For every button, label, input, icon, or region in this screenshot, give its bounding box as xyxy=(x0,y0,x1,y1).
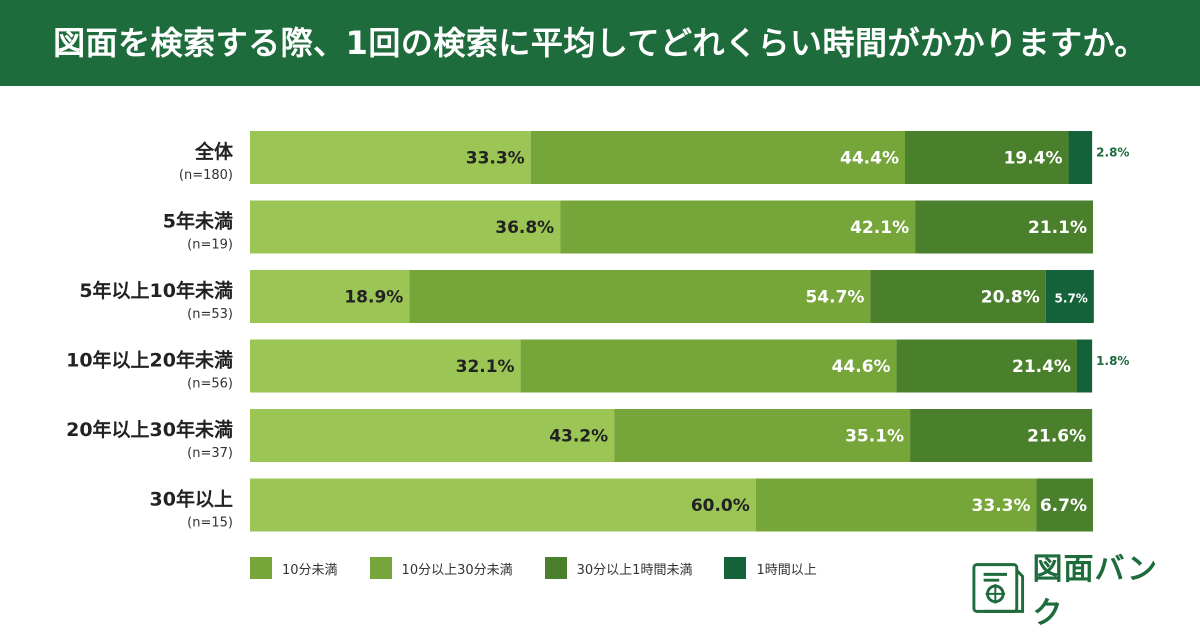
legend-swatch xyxy=(724,557,747,579)
legend-item: 10分以上30分未満 xyxy=(369,557,513,579)
value-label: 44.6% xyxy=(832,357,891,377)
bar-segment xyxy=(896,339,1077,393)
legend-label: 10分以上30分未満 xyxy=(401,562,513,578)
category-sample-size: (n=53) xyxy=(187,307,233,322)
value-label: 19.4% xyxy=(1004,149,1063,169)
bar-segment xyxy=(250,478,756,532)
category-label: 10年以上20年未満 xyxy=(66,349,233,372)
category-label: 30年以上 xyxy=(150,488,233,511)
legend-label: 1時間以上 xyxy=(756,562,817,578)
chart-title: 図面を検索する際、1回の検索に平均してどれくらい時間がかかりますか。 xyxy=(53,24,1147,62)
legend-label: 30分以上1時間未満 xyxy=(576,562,693,578)
legend-swatch xyxy=(544,557,567,579)
category-label: 5年未満 xyxy=(163,210,233,233)
value-label: 18.9% xyxy=(344,288,403,308)
legend-item: 30分以上1時間未満 xyxy=(544,557,693,579)
drawing-bank-logo-icon xyxy=(972,563,1025,613)
bar-segment xyxy=(560,200,916,254)
value-label: 21.6% xyxy=(1027,427,1086,447)
bar-segment xyxy=(530,131,906,184)
category-sample-size: (n=15) xyxy=(187,516,233,531)
bar-segment xyxy=(1076,339,1093,393)
legend-swatch xyxy=(250,557,272,579)
value-label: 2.8% xyxy=(1096,146,1129,160)
value-label: 33.3% xyxy=(466,149,525,169)
category-label: 5年以上10年未満 xyxy=(79,279,233,302)
bar-segment xyxy=(520,339,897,393)
value-label: 60.0% xyxy=(691,496,750,516)
bar-segment xyxy=(1068,131,1093,184)
legend-item: 10分未満 xyxy=(250,557,338,579)
brand-logo: 図面バンク xyxy=(970,552,1185,631)
bar-segment xyxy=(250,339,521,393)
value-label: 42.1% xyxy=(850,218,909,238)
legend-item: 1時間以上 xyxy=(724,557,817,579)
value-label: 21.4% xyxy=(1012,357,1071,377)
value-label: 20.8% xyxy=(981,288,1040,308)
header-bar: 図面を検索する際、1回の検索に平均してどれくらい時間がかかりますか。 xyxy=(0,0,1200,86)
logo-text: 図面バンク xyxy=(1032,552,1159,631)
category-sample-size: (n=37) xyxy=(187,446,233,461)
value-label: 33.3% xyxy=(972,496,1031,516)
bar-segment xyxy=(250,200,561,254)
bar-segment xyxy=(409,270,871,323)
value-label: 36.8% xyxy=(495,218,554,238)
bar-segment xyxy=(870,270,1046,323)
value-label: 6.7% xyxy=(1040,496,1087,516)
value-label: 1.8% xyxy=(1096,354,1129,368)
bar-segment xyxy=(250,409,615,462)
bar-segment xyxy=(755,478,1037,532)
category-label: 20年以上30年未満 xyxy=(66,418,233,441)
bar-segment xyxy=(905,131,1069,184)
legend-swatch xyxy=(369,557,392,579)
legend: 10分未満 10分以上30分未満 30分以上1時間未満 1時間以上 xyxy=(250,556,849,580)
bar-segment xyxy=(1036,478,1093,532)
bar-segment xyxy=(915,200,1093,254)
category-sample-size: (n=19) xyxy=(187,238,233,253)
bar-segment xyxy=(910,409,1093,462)
value-label: 43.2% xyxy=(549,427,608,447)
bar-segment xyxy=(250,131,531,184)
value-label: 32.1% xyxy=(456,357,515,377)
category-sample-size: (n=180) xyxy=(179,168,233,183)
bar-segment xyxy=(1045,270,1094,323)
value-label: 54.7% xyxy=(805,288,864,308)
value-label: 35.1% xyxy=(845,427,904,447)
value-label: 21.1% xyxy=(1028,218,1087,238)
value-label: 44.4% xyxy=(840,149,899,169)
value-label: 5.7% xyxy=(1055,292,1088,306)
legend-label: 10分未満 xyxy=(282,562,338,578)
category-label: 全体 xyxy=(194,140,234,163)
category-sample-size: (n=56) xyxy=(187,377,233,392)
bar-segment xyxy=(614,409,911,462)
bar-segment xyxy=(250,270,410,323)
